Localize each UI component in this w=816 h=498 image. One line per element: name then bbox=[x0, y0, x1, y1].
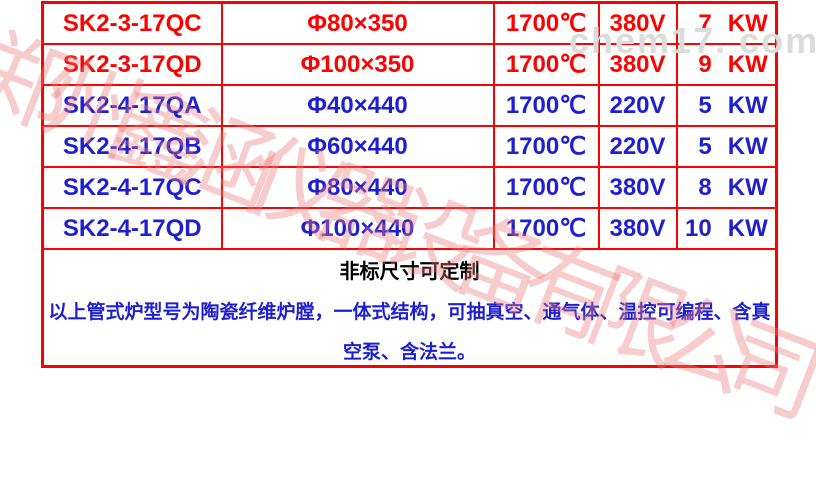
cell-model: SK2-4-17QB bbox=[41, 125, 223, 168]
cell-voltage: 220V bbox=[597, 84, 678, 127]
footer-custom-note: 非标尺寸可定制 bbox=[339, 261, 480, 283]
footer-description-line2: 空泵、含法兰。 bbox=[342, 342, 476, 363]
cell-size: Φ80×350 bbox=[220, 1, 495, 45]
power-value: 7 bbox=[698, 9, 712, 37]
spec-table: SK2-3-17QC Φ80×350 1700℃ 380V 7 KW SK2-3-… bbox=[41, 1, 778, 368]
cell-size: Φ100×350 bbox=[220, 43, 495, 86]
power-unit: KW bbox=[727, 173, 768, 201]
table-row: SK2-3-17QD Φ100×350 1700℃ 380V 9 KW bbox=[41, 43, 778, 86]
power-value: 10 bbox=[685, 214, 712, 242]
table-row: SK2-4-17QA Φ40×440 1700℃ 220V 5 KW bbox=[41, 84, 778, 127]
cell-power: 10 KW bbox=[675, 207, 778, 250]
cell-voltage: 380V bbox=[597, 1, 678, 45]
footer-cell: 非标尺寸可定制 以上管式炉型号为陶瓷纤维炉膛，一体式结构，可抽真空、通气体、温控… bbox=[41, 248, 778, 368]
power-unit: KW bbox=[727, 132, 768, 160]
power-unit: KW bbox=[727, 9, 768, 37]
cell-model: SK2-4-17QD bbox=[41, 207, 223, 250]
cell-model: SK2-3-17QD bbox=[41, 43, 223, 86]
power-unit: KW bbox=[727, 214, 768, 242]
cell-model: SK2-4-17QA bbox=[41, 84, 223, 127]
power-value: 5 bbox=[698, 91, 712, 119]
cell-voltage: 380V bbox=[597, 43, 678, 86]
cell-voltage: 380V bbox=[597, 207, 678, 250]
spec-table-body: SK2-3-17QC Φ80×350 1700℃ 380V 7 KW SK2-3-… bbox=[41, 1, 778, 250]
cell-power: 5 KW bbox=[675, 84, 778, 127]
cell-temp: 1700℃ bbox=[492, 166, 600, 209]
power-value: 5 bbox=[698, 132, 712, 160]
cell-size: Φ80×440 bbox=[220, 166, 495, 209]
cell-size: Φ60×440 bbox=[220, 125, 495, 168]
table-row: SK2-4-17QD Φ100×440 1700℃ 380V 10 KW bbox=[41, 207, 778, 250]
cell-power: 5 KW bbox=[675, 125, 778, 168]
footer-description-line1: 以上管式炉型号为陶瓷纤维炉膛，一体式结构，可抽真空、通气体、温控可编程、含真 bbox=[48, 302, 771, 323]
cell-power: 7 KW bbox=[675, 1, 778, 45]
cell-power: 9 KW bbox=[675, 43, 778, 86]
cell-power: 8 KW bbox=[675, 166, 778, 209]
table-row: SK2-4-17QC Φ80×440 1700℃ 380V 8 KW bbox=[41, 166, 778, 209]
cell-temp: 1700℃ bbox=[492, 84, 600, 127]
cell-temp: 1700℃ bbox=[492, 207, 600, 250]
cell-temp: 1700℃ bbox=[492, 1, 600, 45]
footer-row: 非标尺寸可定制 以上管式炉型号为陶瓷纤维炉膛，一体式结构，可抽真空、通气体、温控… bbox=[41, 248, 778, 368]
cell-model: SK2-3-17QC bbox=[41, 1, 223, 45]
cell-size: Φ40×440 bbox=[220, 84, 495, 127]
power-value: 8 bbox=[698, 173, 712, 201]
cell-voltage: 380V bbox=[597, 166, 678, 209]
table-row: SK2-3-17QC Φ80×350 1700℃ 380V 7 KW bbox=[41, 1, 778, 45]
power-unit: KW bbox=[727, 50, 768, 78]
cell-temp: 1700℃ bbox=[492, 43, 600, 86]
cell-model: SK2-4-17QC bbox=[41, 166, 223, 209]
power-value: 9 bbox=[698, 50, 712, 78]
cell-voltage: 220V bbox=[597, 125, 678, 168]
cell-temp: 1700℃ bbox=[492, 125, 600, 168]
table-row: SK2-4-17QB Φ60×440 1700℃ 220V 5 KW bbox=[41, 125, 778, 168]
power-unit: KW bbox=[727, 91, 768, 119]
cell-size: Φ100×440 bbox=[220, 207, 495, 250]
